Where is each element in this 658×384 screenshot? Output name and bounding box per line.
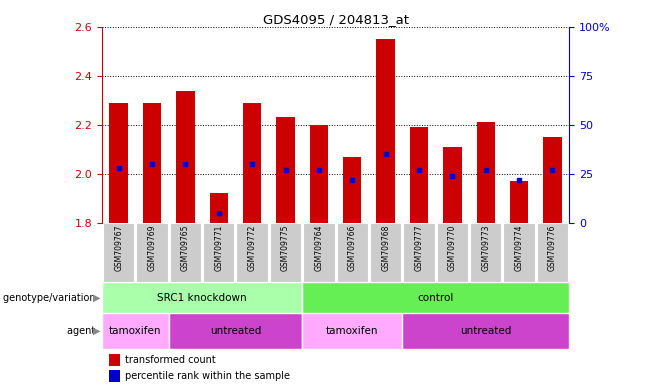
FancyBboxPatch shape	[437, 223, 468, 282]
Text: untreated: untreated	[210, 326, 261, 336]
Text: control: control	[418, 293, 454, 303]
FancyBboxPatch shape	[136, 223, 168, 282]
Bar	[476, 122, 495, 223]
FancyBboxPatch shape	[470, 223, 501, 282]
Text: SRC1 knockdown: SRC1 knockdown	[157, 293, 247, 303]
Text: GSM709773: GSM709773	[481, 225, 490, 271]
Bar	[410, 127, 428, 223]
FancyBboxPatch shape	[303, 223, 334, 282]
Text: transformed count: transformed count	[125, 355, 216, 365]
FancyBboxPatch shape	[102, 282, 302, 313]
Bar	[376, 39, 395, 223]
FancyBboxPatch shape	[403, 223, 435, 282]
Title: GDS4095 / 204813_at: GDS4095 / 204813_at	[263, 13, 409, 26]
Text: GSM709764: GSM709764	[315, 225, 323, 271]
Text: GSM709771: GSM709771	[215, 225, 223, 271]
FancyBboxPatch shape	[337, 223, 368, 282]
Bar	[143, 103, 161, 223]
Bar	[109, 354, 120, 366]
FancyBboxPatch shape	[302, 313, 402, 349]
Text: GSM709774: GSM709774	[515, 225, 524, 271]
Text: percentile rank within the sample: percentile rank within the sample	[125, 371, 290, 381]
FancyBboxPatch shape	[302, 282, 569, 313]
Text: GSM709769: GSM709769	[147, 225, 157, 271]
Bar	[443, 147, 461, 223]
Text: GSM709777: GSM709777	[415, 225, 424, 271]
Text: GSM709776: GSM709776	[548, 225, 557, 271]
Text: GSM709767: GSM709767	[114, 225, 123, 271]
FancyBboxPatch shape	[102, 313, 168, 349]
Bar	[310, 125, 328, 223]
Text: agent: agent	[67, 326, 99, 336]
Bar	[176, 91, 195, 223]
FancyBboxPatch shape	[370, 223, 401, 282]
Bar	[109, 370, 120, 382]
Text: GSM709770: GSM709770	[448, 225, 457, 271]
Text: GSM709772: GSM709772	[247, 225, 257, 271]
Bar	[243, 103, 261, 223]
FancyBboxPatch shape	[537, 223, 568, 282]
FancyBboxPatch shape	[168, 313, 302, 349]
Text: tamoxifen: tamoxifen	[109, 326, 162, 336]
Text: GSM709768: GSM709768	[381, 225, 390, 271]
FancyBboxPatch shape	[503, 223, 535, 282]
Bar	[210, 194, 228, 223]
FancyBboxPatch shape	[170, 223, 201, 282]
Bar	[276, 118, 295, 223]
Text: GSM709765: GSM709765	[181, 225, 190, 271]
Bar	[343, 157, 361, 223]
Text: GSM709766: GSM709766	[348, 225, 357, 271]
Bar	[510, 181, 528, 223]
FancyBboxPatch shape	[236, 223, 268, 282]
FancyBboxPatch shape	[203, 223, 234, 282]
FancyBboxPatch shape	[103, 223, 134, 282]
Bar	[109, 103, 128, 223]
Text: tamoxifen: tamoxifen	[326, 326, 378, 336]
FancyBboxPatch shape	[270, 223, 301, 282]
FancyBboxPatch shape	[402, 313, 569, 349]
Text: genotype/variation: genotype/variation	[3, 293, 99, 303]
Bar	[544, 137, 562, 223]
Text: ▶: ▶	[93, 293, 101, 303]
Text: GSM709775: GSM709775	[281, 225, 290, 271]
Text: untreated: untreated	[460, 326, 511, 336]
Text: ▶: ▶	[93, 326, 101, 336]
